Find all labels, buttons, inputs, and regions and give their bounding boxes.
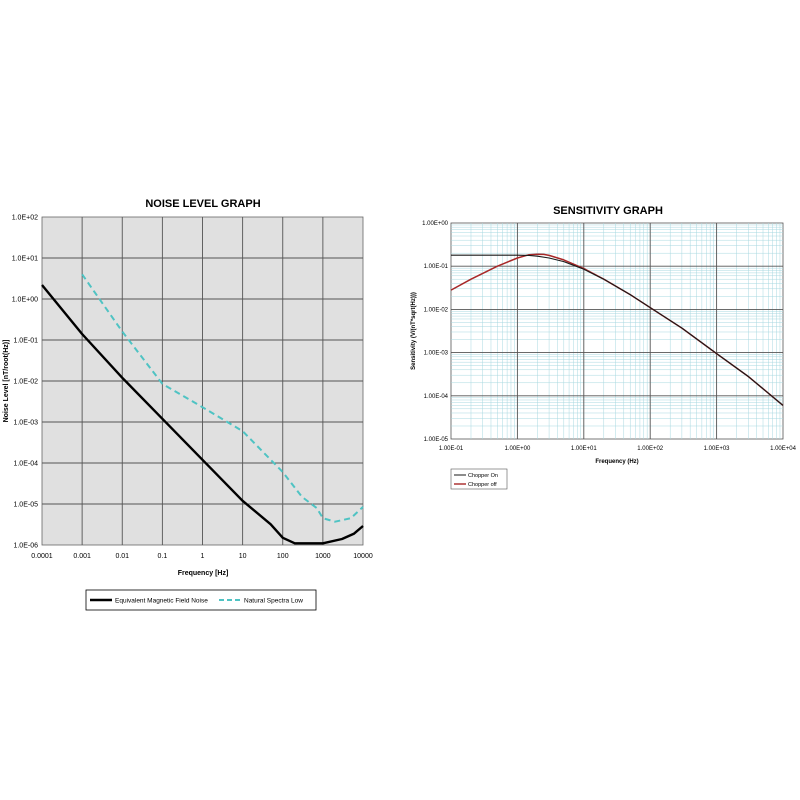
noise-y-tick-labels: 1.0E-06 1.0E-05 1.0E-04 1.0E-03 1.0E-02 1.0E-… bbox=[12, 215, 38, 550]
sensitivity-x-tick-label: 1.00E+02 bbox=[637, 446, 664, 452]
sensitivity-y-tick-label: 1.00E-01 bbox=[424, 264, 449, 270]
sensitivity-y-tick-labels: 1.00E-05 1.00E-04 1.00E-03 1.00E-02 1.00E-01… bbox=[422, 221, 449, 443]
sensitivity-x-tick-label: 1.00E-01 bbox=[439, 446, 464, 452]
noise-series-line-1 bbox=[41, 284, 364, 545]
noise-series-line-2 bbox=[81, 273, 364, 523]
sensitivity-y-tick-label: 1.00E+00 bbox=[422, 221, 449, 227]
sensitivity-y-tick-label: 1.00E-03 bbox=[424, 351, 449, 357]
noise-y-tick-label: 1.0E-01 bbox=[13, 338, 38, 345]
sensitivity-y-tick-label: 1.00E-02 bbox=[424, 307, 449, 313]
noise-level-chart: NOISE LEVEL GRAPH 0.0001 0.001 0.01 0.1 1 10 1… bbox=[3, 198, 373, 611]
sensitivity-gridlines bbox=[451, 223, 783, 439]
noise-x-tick-label: 1000 bbox=[315, 553, 331, 560]
sensitivity-x-tick-label: 1.00E+00 bbox=[504, 446, 531, 452]
noise-y-axis-label: Noise Level [nT/root(Hz)] bbox=[3, 340, 10, 423]
noise-x-tick-label: 0.001 bbox=[73, 553, 91, 560]
noise-legend-label-series-2: Natural Spectra Low bbox=[244, 598, 303, 605]
noise-gridlines bbox=[42, 217, 363, 545]
noise-x-tick-label: 10 bbox=[239, 553, 247, 560]
sensitivity-series-lines bbox=[450, 253, 784, 406]
sensitivity-y-axis-label: Sensitivity (V/(nT*sqrt(Hz))) bbox=[411, 292, 417, 370]
sensitivity-x-tick-label: 1.00E+04 bbox=[770, 446, 797, 452]
sensitivity-chart-title: SENSITIVITY GRAPH bbox=[553, 205, 663, 217]
noise-y-tick-label: 1.0E-05 bbox=[13, 502, 38, 509]
noise-y-tick-label: 1.0E+02 bbox=[12, 215, 38, 222]
noise-y-tick-label: 1.0E+00 bbox=[12, 297, 38, 304]
sensitivity-y-tick-label: 1.00E-05 bbox=[424, 437, 449, 443]
noise-legend-box bbox=[85, 589, 317, 611]
sensitivity-legend-label-series-1: Chopper On bbox=[468, 473, 498, 479]
noise-legend: Equivalent Magnetic Field Noise Natural … bbox=[85, 589, 317, 611]
noise-series-lines bbox=[41, 273, 364, 545]
sensitivity-x-axis-label: Frequency (Hz) bbox=[595, 459, 638, 465]
noise-x-tick-label: 10000 bbox=[353, 553, 373, 560]
sensitivity-plot-area bbox=[450, 222, 784, 440]
noise-x-tick-label: 0.1 bbox=[158, 553, 168, 560]
noise-y-tick-label: 1.0E-06 bbox=[13, 543, 38, 550]
sensitivity-x-tick-label: 1.00E+01 bbox=[571, 446, 598, 452]
noise-y-tick-label: 1.0E-04 bbox=[13, 461, 38, 468]
sensitivity-legend-label-series-2: Chopper off bbox=[468, 482, 497, 488]
noise-y-tick-label: 1.0E-02 bbox=[13, 379, 38, 386]
noise-y-tick-label: 1.0E+01 bbox=[12, 256, 38, 263]
sensitivity-x-tick-label: 1.00E+03 bbox=[704, 446, 731, 452]
noise-chart-title: NOISE LEVEL GRAPH bbox=[145, 198, 260, 210]
noise-y-tick-label: 1.0E-03 bbox=[13, 420, 38, 427]
sensitivity-series-line-1 bbox=[451, 254, 784, 406]
sensitivity-legend: Chopper On Chopper off bbox=[450, 468, 508, 490]
noise-x-axis-label: Frequency [Hz] bbox=[178, 570, 229, 577]
sensitivity-x-tick-labels: 1.00E-01 1.00E+00 1.00E+01 1.00E+02 1.00E+03… bbox=[439, 446, 797, 452]
noise-x-tick-labels: 0.0001 0.001 0.01 0.1 1 10 100 1000 10000 bbox=[31, 553, 373, 560]
noise-x-tick-label: 1 bbox=[201, 553, 205, 560]
sensitivity-chart: SENSITIVITY GRAPH 1.00E-01 1.00E+00 1.00E+… bbox=[411, 205, 797, 490]
sensitivity-y-tick-label: 1.00E-04 bbox=[424, 394, 449, 400]
noise-legend-label-series-1: Equivalent Magnetic Field Noise bbox=[115, 598, 208, 605]
noise-x-tick-label: 0.01 bbox=[115, 553, 129, 560]
noise-x-tick-label: 100 bbox=[277, 553, 289, 560]
noise-x-tick-label: 0.0001 bbox=[31, 553, 53, 560]
